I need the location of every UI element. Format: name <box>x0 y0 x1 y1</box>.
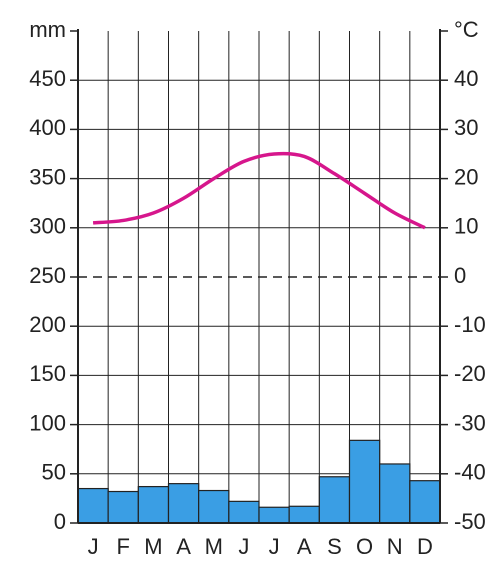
x-tick-label: S <box>327 534 342 559</box>
x-tick-label: M <box>205 534 223 559</box>
temperature-line <box>92 151 426 230</box>
y2-tick-label: -50 <box>454 509 486 534</box>
y2-tick-label: 40 <box>454 66 478 91</box>
y2-tick-label: -40 <box>454 460 486 485</box>
x-tick-label: A <box>176 534 191 559</box>
precipitation-bar <box>137 485 170 524</box>
y-tick-label: 400 <box>29 115 66 140</box>
precipitation-bar <box>107 490 139 524</box>
x-tick-label: J <box>238 534 249 559</box>
x-tick-label: A <box>297 534 312 559</box>
precipitation-bar <box>228 500 260 524</box>
y-tick-label: 100 <box>29 410 66 435</box>
x-tick-label: J <box>88 534 99 559</box>
x-tick-label: D <box>417 534 433 559</box>
y-tick-label: 200 <box>29 312 66 337</box>
y-tick-label: 350 <box>29 164 66 189</box>
y-tick-label: 0 <box>54 509 66 534</box>
precipitation-bar <box>198 489 230 524</box>
precipitation-bar <box>409 480 441 524</box>
precipitation-bar <box>318 476 351 524</box>
precipitation-bar <box>379 463 411 524</box>
precipitation-bar <box>258 506 290 524</box>
x-tick-label: M <box>144 534 162 559</box>
x-tick-label: J <box>269 534 280 559</box>
y-tick-label: 300 <box>29 214 66 239</box>
y2-tick-label: °C <box>454 17 479 42</box>
y-tick-label: 50 <box>42 460 66 485</box>
x-tick-label: F <box>117 534 130 559</box>
y2-tick-label: 20 <box>454 164 478 189</box>
y2-tick-label: -10 <box>454 312 486 337</box>
y2-tick-label: -20 <box>454 361 486 386</box>
y2-tick-label: -30 <box>454 410 486 435</box>
y-tick-label: 450 <box>29 66 66 91</box>
precipitation-bar <box>77 487 109 524</box>
y-tick-label: 150 <box>29 361 66 386</box>
y-tick-label: 250 <box>29 263 66 288</box>
y-tick-label: mm <box>29 17 66 42</box>
x-tick-label: N <box>387 534 403 559</box>
precipitation-bar <box>288 505 320 524</box>
y2-tick-label: 0 <box>454 263 466 288</box>
precipitation-bar <box>348 439 381 524</box>
y2-tick-label: 10 <box>454 214 478 239</box>
y2-tick-label: 30 <box>454 115 478 140</box>
precipitation-bar <box>167 483 200 524</box>
x-tick-label: O <box>356 534 373 559</box>
